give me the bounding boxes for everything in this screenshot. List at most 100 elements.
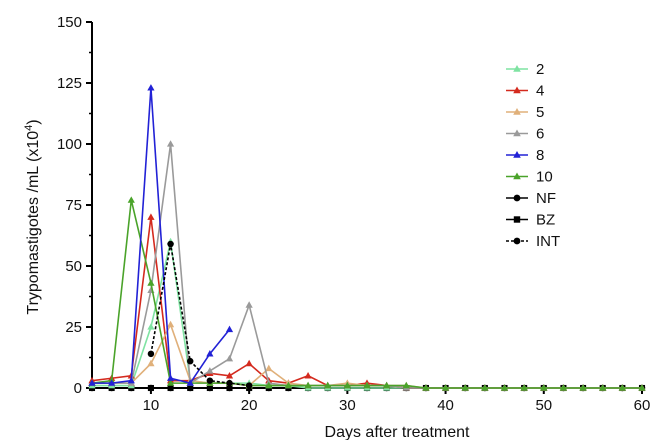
series-line-INT — [150, 243, 250, 387]
legend-item-INT: INT — [506, 233, 560, 250]
x-tick-label: 60 — [634, 397, 651, 414]
data-point-10 — [284, 381, 293, 389]
x-tick-label: 30 — [339, 397, 356, 414]
series-6 — [88, 140, 646, 391]
legend-swatch-marker — [513, 216, 521, 223]
data-point-6 — [245, 301, 253, 308]
series-2 — [88, 237, 646, 391]
data-point-10 — [500, 384, 509, 391]
data-point-10 — [166, 379, 175, 386]
data-point-BZ — [206, 384, 213, 392]
legend-swatch-marker — [513, 86, 521, 94]
legend-item-10: 10 — [506, 169, 553, 186]
data-point-10 — [422, 384, 430, 391]
data-point-BZ — [226, 384, 233, 392]
x-tick-label: 50 — [535, 397, 552, 414]
chart-series-layer — [88, 84, 646, 392]
data-point-10 — [147, 279, 155, 286]
series-line-8 — [92, 87, 231, 385]
y-tick-label: 100 — [57, 136, 82, 153]
data-point-8 — [166, 374, 175, 381]
y-tick-label: 0 — [74, 380, 82, 397]
data-point-10 — [618, 384, 626, 391]
data-point-5 — [265, 364, 273, 372]
data-point-10 — [343, 381, 351, 389]
legend-swatch-marker — [513, 237, 521, 245]
series-10 — [88, 196, 646, 391]
legend-item-NF: NF — [506, 190, 556, 207]
data-point-INT — [186, 357, 194, 365]
data-point-6 — [225, 354, 234, 362]
legend-swatch-marker — [513, 108, 521, 115]
data-point-8 — [225, 325, 234, 333]
data-point-10 — [363, 381, 371, 389]
data-point-6 — [206, 367, 214, 374]
data-point-10 — [520, 384, 528, 391]
legend-label: 2 — [536, 61, 544, 78]
data-point-8 — [88, 379, 96, 386]
x-tick-label: 20 — [241, 397, 258, 414]
data-point-8 — [127, 376, 135, 384]
legend-label: 4 — [536, 83, 544, 100]
data-point-BZ — [167, 384, 174, 392]
data-point-BZ — [147, 384, 154, 392]
legend-swatch-marker — [513, 65, 521, 72]
series-4 — [88, 213, 646, 391]
data-point-6 — [166, 140, 175, 147]
y-axis-label-main: Trypomastigotes /mL (x10 — [25, 131, 42, 315]
chart-legend: 2 4 5 6 8 10 NF BZ INT — [506, 61, 560, 250]
data-point-10 — [127, 196, 135, 203]
data-point-INT — [147, 350, 155, 358]
series-INT — [147, 240, 253, 389]
data-point-10 — [540, 384, 548, 391]
legend-label: INT — [536, 233, 560, 250]
legend-item-4: 4 — [506, 83, 544, 100]
legend-swatch-marker — [513, 172, 521, 180]
data-point-8 — [147, 84, 155, 91]
y-tick-label: 25 — [65, 319, 82, 336]
data-point-5 — [147, 359, 155, 367]
legend-item-5: 5 — [506, 104, 544, 121]
legend-item-2: 2 — [506, 61, 544, 78]
data-point-8 — [186, 379, 194, 386]
y-axis-label-exponent: 4 — [23, 125, 35, 131]
data-point-10 — [383, 381, 391, 389]
legend-swatch-marker — [513, 194, 521, 202]
data-point-10 — [481, 384, 489, 391]
y-axis-label: Trypomastigotes /mL (x104) — [23, 119, 42, 314]
legend-label: 5 — [536, 104, 544, 121]
legend-label: 10 — [536, 169, 553, 186]
legend-label: BZ — [536, 212, 555, 229]
data-point-10 — [638, 384, 646, 391]
data-point-8 — [108, 379, 116, 386]
legend-swatch-marker — [513, 151, 521, 158]
data-point-10 — [265, 381, 273, 389]
data-point-2 — [147, 323, 155, 330]
legend-label: NF — [536, 190, 556, 207]
series-8 — [88, 84, 234, 386]
legend-item-BZ: BZ — [506, 212, 555, 229]
x-tick-label: 10 — [143, 397, 160, 414]
data-point-INT — [226, 379, 233, 387]
legend-label: 8 — [536, 147, 544, 164]
data-point-INT — [245, 382, 253, 389]
x-axis-label: Days after treatment — [325, 424, 471, 440]
data-point-4 — [147, 213, 155, 220]
data-point-4 — [225, 372, 234, 379]
y-axis-label-close: ) — [25, 119, 42, 124]
data-point-10 — [441, 384, 450, 391]
y-tick-label: 150 — [57, 14, 82, 31]
y-tick-label: 125 — [57, 75, 82, 92]
y-tick-label: 50 — [65, 258, 82, 275]
data-point-10 — [304, 381, 312, 389]
y-tick-label: 75 — [65, 197, 82, 214]
data-point-INT — [206, 377, 214, 384]
data-point-INT — [167, 240, 174, 248]
data-point-10 — [402, 381, 410, 389]
data-point-BZ — [187, 384, 194, 392]
data-point-10 — [559, 384, 568, 391]
data-point-4 — [304, 372, 312, 379]
x-tick-label: 40 — [437, 397, 454, 414]
